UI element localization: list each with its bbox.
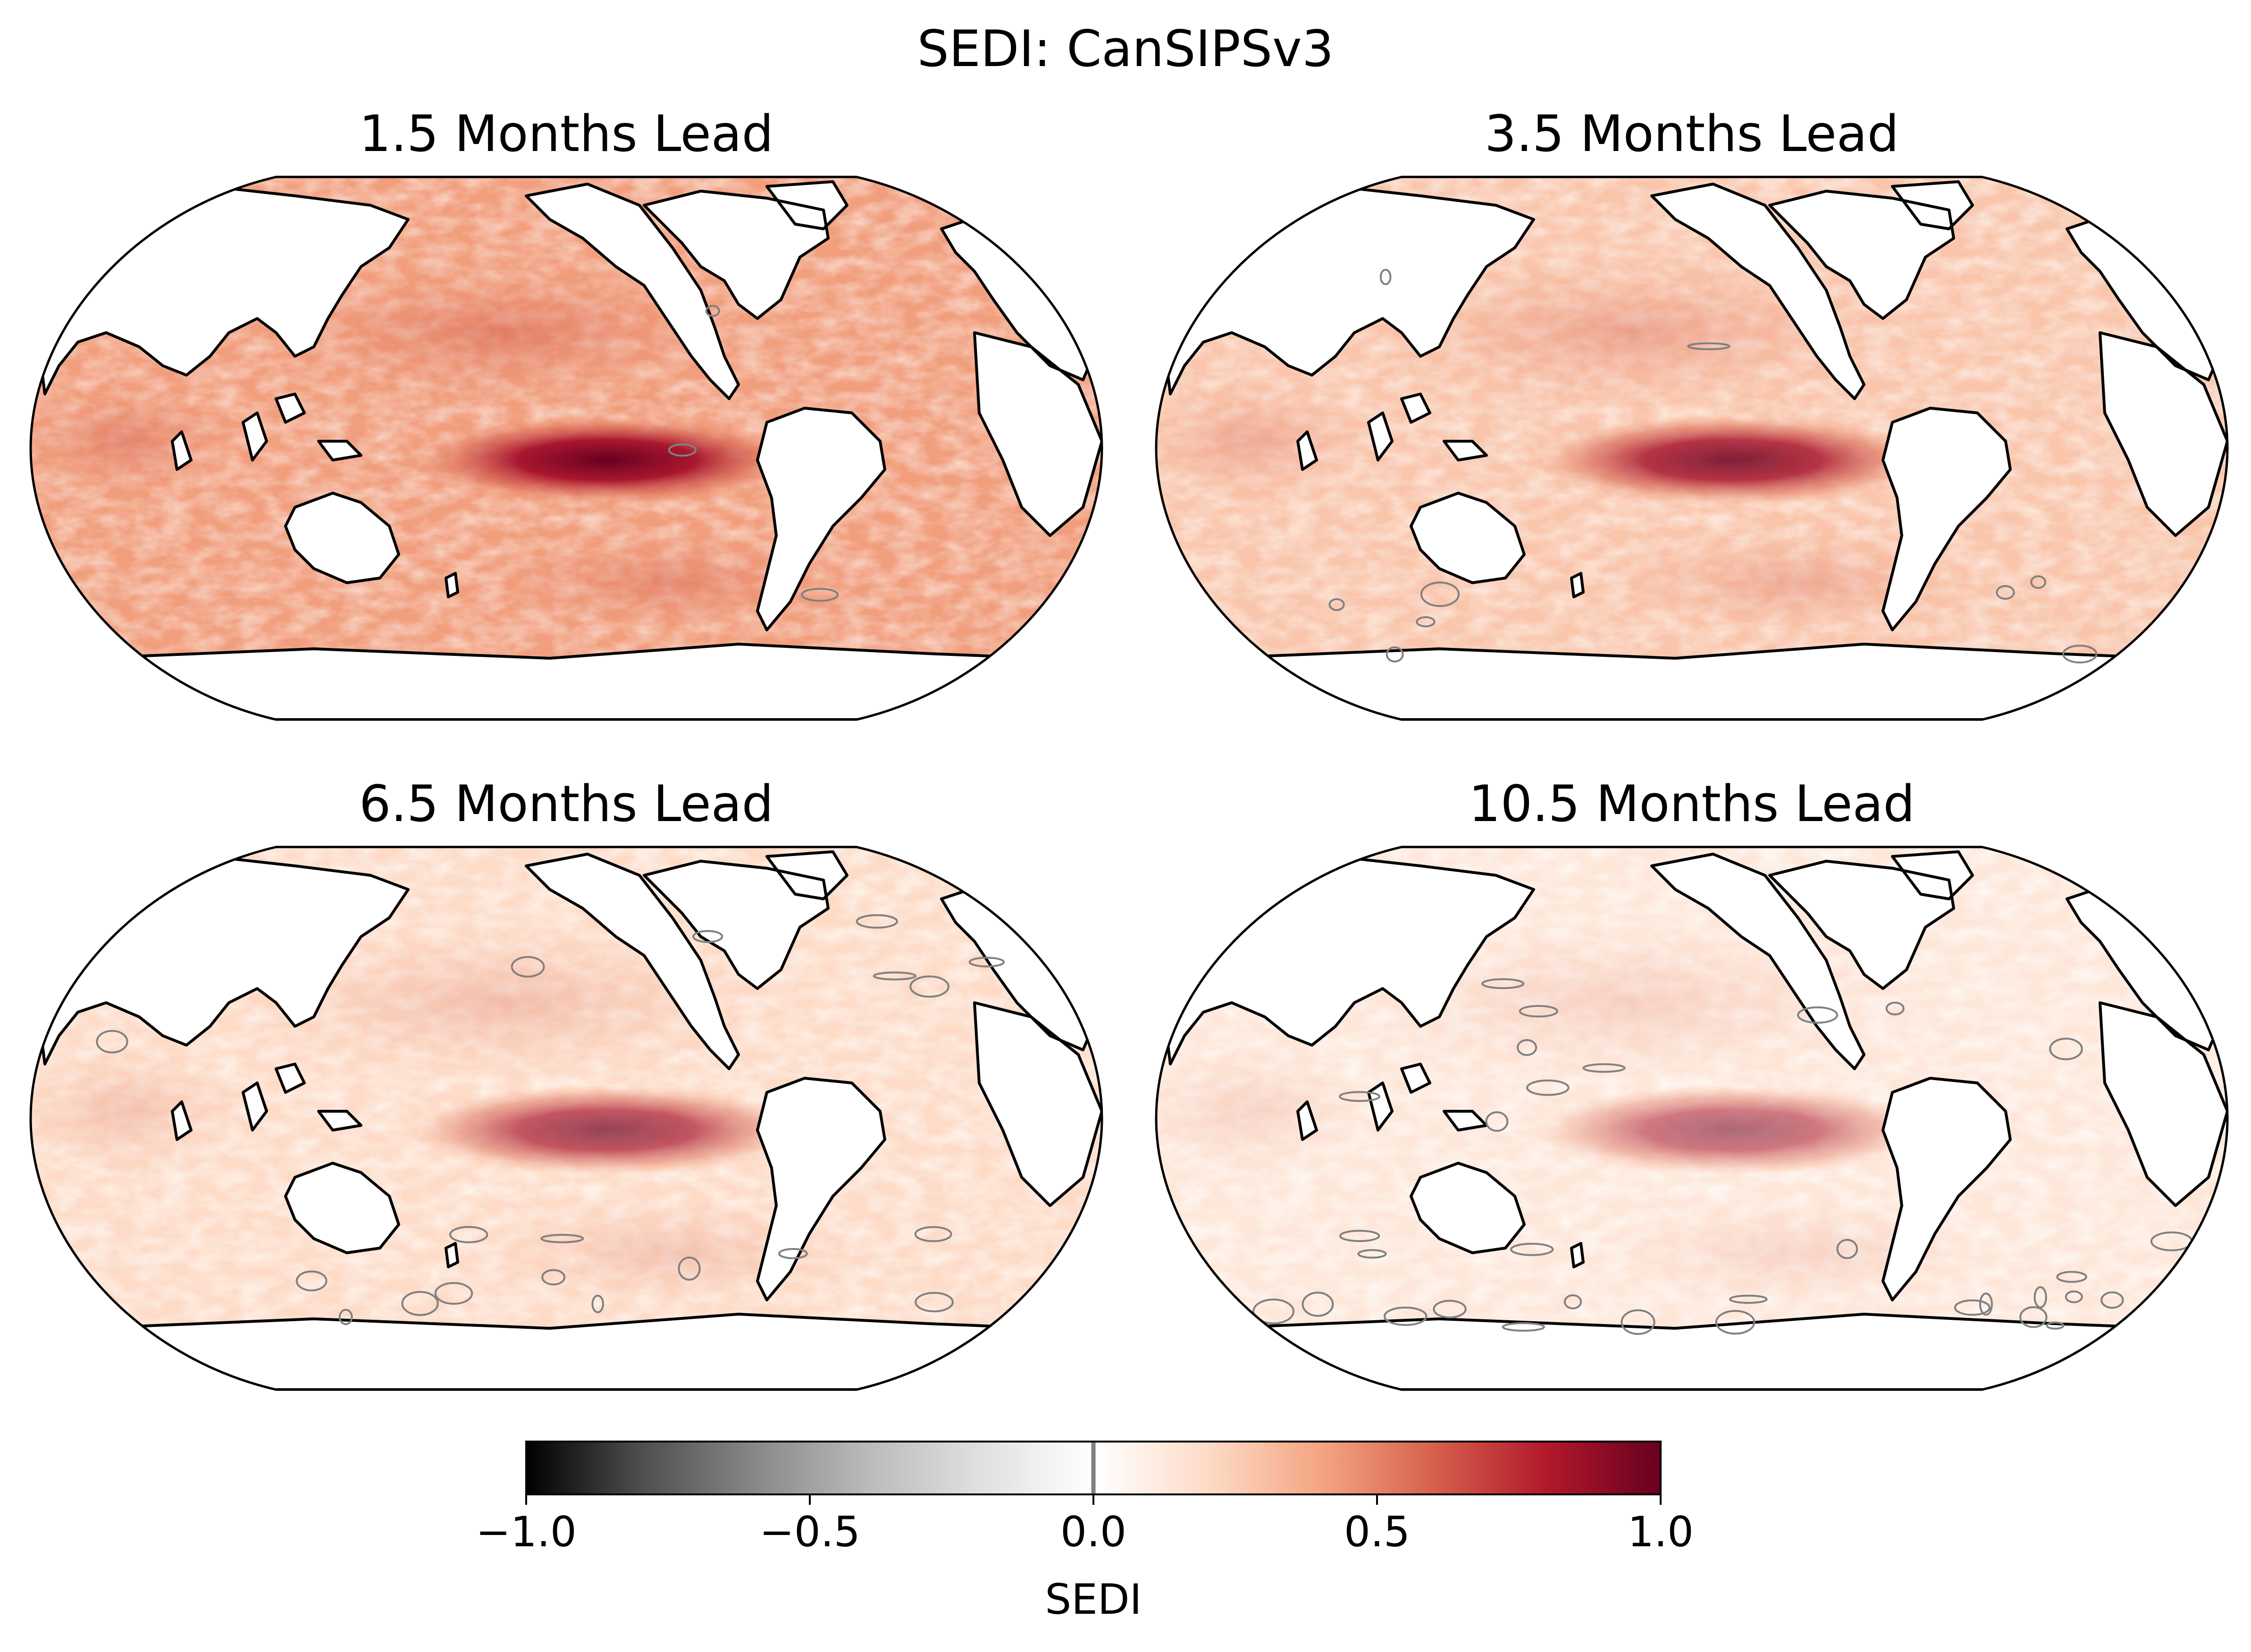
map-panel-lead-1-5: 1.5 Months Lead bbox=[29, 105, 1103, 721]
panel-title: 10.5 Months Lead bbox=[1469, 775, 1915, 833]
enso-region bbox=[408, 1085, 805, 1175]
enso-region bbox=[408, 415, 805, 505]
indian-ocean-band bbox=[1156, 1045, 1373, 1177]
zero-contours bbox=[96, 914, 1005, 1325]
colorbar-tick-label: −1.0 bbox=[476, 1508, 577, 1556]
colorbar-label: SEDI bbox=[1045, 1575, 1142, 1624]
north-pacific-band bbox=[1345, 252, 1911, 413]
panels: 1.5 Months Lead 3.5 Months Lead 6.5 Months… bbox=[29, 105, 2229, 1391]
map-lead-6-5 bbox=[29, 846, 1103, 1391]
map-frame bbox=[29, 176, 1103, 721]
north-pacific-band bbox=[1345, 922, 1911, 1083]
map-frame bbox=[1155, 176, 2229, 721]
north-pacific-band bbox=[219, 252, 786, 413]
map-lead-1-5 bbox=[29, 176, 1103, 721]
zero-contours bbox=[1328, 268, 2182, 663]
panel-title: 6.5 Months Lead bbox=[359, 775, 773, 833]
map-lead-3-5 bbox=[1155, 176, 2229, 721]
indian-ocean-band bbox=[1156, 375, 1373, 507]
colorbar-positive bbox=[1093, 1442, 1661, 1494]
colorbar: −1.0 −0.5 0.0 0.5 1.0 SEDI bbox=[476, 1441, 1694, 1624]
colorbar-tick-label: −0.5 bbox=[759, 1508, 860, 1556]
colorbar-ticks: −1.0 −0.5 0.0 0.5 1.0 bbox=[476, 1494, 1694, 1556]
map-panel-lead-10-5: 10.5 Months Lead bbox=[1155, 775, 2229, 1391]
map-lead-10-5 bbox=[1155, 846, 2229, 1391]
zero-contours bbox=[1252, 978, 2193, 1335]
panel-title: 3.5 Months Lead bbox=[1485, 105, 1899, 163]
zero-contours bbox=[668, 305, 839, 602]
colorbar-tick-label: 0.0 bbox=[1060, 1508, 1126, 1556]
colorbar-negative bbox=[526, 1442, 1093, 1494]
enso-region bbox=[1534, 1085, 1930, 1175]
colorbar-tick-label: 0.5 bbox=[1344, 1508, 1410, 1556]
north-pacific-band bbox=[219, 922, 786, 1083]
enso-region bbox=[1534, 415, 1930, 505]
map-frame bbox=[1155, 846, 2229, 1391]
panel-title: 1.5 Months Lead bbox=[359, 105, 773, 163]
indian-ocean-band bbox=[31, 375, 248, 507]
colorbar-tick-label: 1.0 bbox=[1628, 1508, 1694, 1556]
map-panel-lead-3-5: 3.5 Months Lead bbox=[1155, 105, 2229, 721]
indian-ocean-band bbox=[31, 1045, 248, 1177]
figure-title: SEDI: CanSIPSv3 bbox=[917, 20, 1334, 78]
map-frame bbox=[29, 846, 1103, 1391]
map-panel-lead-6-5: 6.5 Months Lead bbox=[29, 775, 1103, 1391]
